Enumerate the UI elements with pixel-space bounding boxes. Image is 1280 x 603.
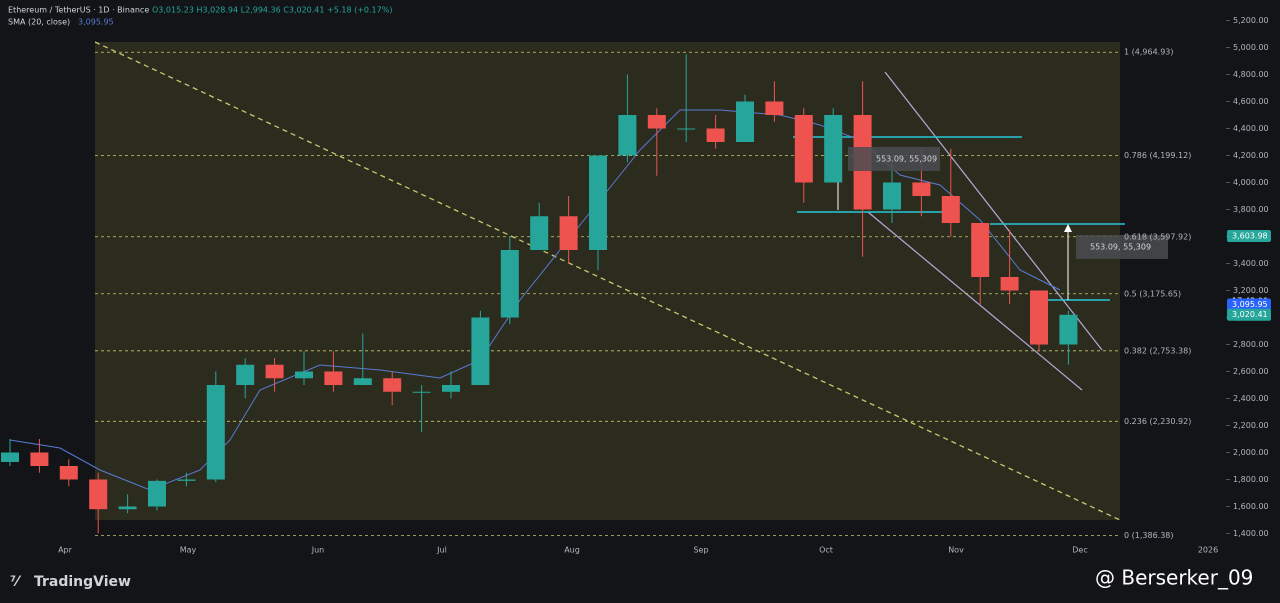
- y-tick-label: 5,200.00: [1233, 16, 1269, 25]
- candle-body: [912, 182, 931, 196]
- candle-body: [530, 216, 549, 250]
- fib-label: 0.5 (3,175.65): [1124, 289, 1181, 298]
- x-tick-label: Apr: [58, 546, 73, 555]
- y-tick-label: 1,800.00: [1233, 475, 1269, 484]
- y-tick-label: 3,800.00: [1233, 205, 1269, 214]
- fib-label: 0.786 (4,199.12): [1124, 151, 1191, 160]
- candle-body: [265, 364, 284, 379]
- candle-body: [30, 452, 49, 466]
- ohlc: O3,015.23 H3,028.94 L2,994.36 C3,020.41 …: [152, 6, 392, 15]
- candle-body: [1, 452, 19, 462]
- y-tick-label: 2,000.00: [1233, 448, 1269, 457]
- fib-label: 0.382 (2,753.38): [1124, 346, 1191, 355]
- candle-body: [794, 115, 813, 183]
- candle-body: [1059, 314, 1078, 345]
- price-tag-label: 3,020.41: [1232, 310, 1268, 319]
- y-tick-label: 4,600.00: [1233, 97, 1269, 106]
- candle-body: [148, 480, 166, 507]
- price-tag: [1227, 298, 1271, 311]
- measure-box: [848, 147, 940, 171]
- y-tick-label: 4,400.00: [1233, 124, 1269, 133]
- y-tick-label: 4,000.00: [1233, 178, 1269, 187]
- candle-body: [941, 196, 960, 223]
- y-tick-label: 1,400.00: [1233, 529, 1269, 538]
- candle-body: [706, 128, 725, 142]
- x-tick-label: May: [180, 546, 197, 555]
- x-tick-label: 2026: [1198, 546, 1218, 555]
- watermark: @ Berserker_09: [1095, 566, 1253, 590]
- candle-body: [471, 317, 490, 385]
- price-tag: [1227, 308, 1271, 321]
- candle-body: [442, 385, 460, 392]
- candle-body: [236, 364, 255, 385]
- fib-zone: [95, 42, 1120, 520]
- candle-body: [589, 155, 607, 250]
- measure-label: 553.09, 55,309: [876, 155, 937, 164]
- candle-body: [118, 506, 137, 510]
- channel-lower: [867, 211, 1083, 391]
- measure-label: 553.09, 55,309: [1090, 243, 1151, 252]
- y-tick-label: 2,800.00: [1233, 340, 1269, 349]
- x-tick-label: Aug: [564, 546, 580, 555]
- fib-label: 0.618 (3,597.92): [1124, 232, 1191, 241]
- y-tick-label: 1,600.00: [1233, 502, 1269, 511]
- chart-marks: [1, 51, 1120, 536]
- y-tick-label: 2,400.00: [1233, 394, 1269, 403]
- footer-bar: [0, 566, 1280, 603]
- channel-upper: [884, 71, 1103, 351]
- candle-body: [383, 378, 402, 392]
- y-tick-label: 5,000.00: [1233, 43, 1269, 52]
- candle-body: [177, 479, 196, 481]
- y-tick-label: 2,600.00: [1233, 367, 1269, 376]
- candle-body: [618, 115, 637, 156]
- arrow-head: [1064, 224, 1072, 232]
- candle-body: [559, 216, 578, 250]
- candle-body: [1030, 290, 1048, 345]
- sma-value: 3,095.95: [78, 18, 114, 27]
- y-tick-label: 4,200.00: [1233, 151, 1269, 160]
- y-tick-label: 4,800.00: [1233, 70, 1269, 79]
- price-tag-label: 3,095.95: [1232, 300, 1268, 309]
- x-tick-label: Jun: [311, 546, 325, 555]
- candle-body: [206, 385, 225, 480]
- fib-label: 0.236 (2,230.92): [1124, 417, 1191, 426]
- price-tag: [1227, 229, 1271, 242]
- candle-body: [765, 101, 784, 115]
- candle-body: [295, 371, 313, 379]
- candle-body: [824, 115, 843, 183]
- candle-body: [59, 466, 78, 480]
- candle-body: [647, 115, 666, 129]
- candle-body: [1000, 277, 1019, 291]
- x-tick-label: Jul: [436, 546, 447, 555]
- x-tick-label: Oct: [819, 546, 833, 555]
- candle-body: [412, 391, 431, 393]
- x-tick-label: Nov: [948, 546, 964, 555]
- candle-body: [677, 128, 696, 130]
- brand: TradingView: [34, 574, 131, 590]
- candle-body: [736, 101, 754, 142]
- candle-body: [89, 479, 108, 510]
- y-tick-label: 2,200.00: [1233, 421, 1269, 430]
- y-tick-label: 3,400.00: [1233, 259, 1269, 268]
- price-tag-label: 3,603.98: [1232, 231, 1268, 240]
- fib-label: 0 (1,386.38): [1124, 531, 1174, 540]
- x-tick-label: Sep: [693, 546, 708, 555]
- candle-body: [883, 182, 901, 210]
- candle-body: [500, 250, 519, 318]
- candle-body: [353, 378, 372, 385]
- sma-label: SMA (20, close): [8, 18, 70, 27]
- measure-box: [1076, 235, 1168, 259]
- x-tick-label: Dec: [1072, 546, 1087, 555]
- symbol: Ethereum / TetherUS · 1D · Binance: [8, 6, 149, 15]
- candle-body: [971, 223, 990, 277]
- candle-body: [324, 371, 343, 385]
- fib-label: 1 (4,964.93): [1124, 48, 1174, 57]
- y-tick-label: 3,200.00: [1233, 286, 1269, 295]
